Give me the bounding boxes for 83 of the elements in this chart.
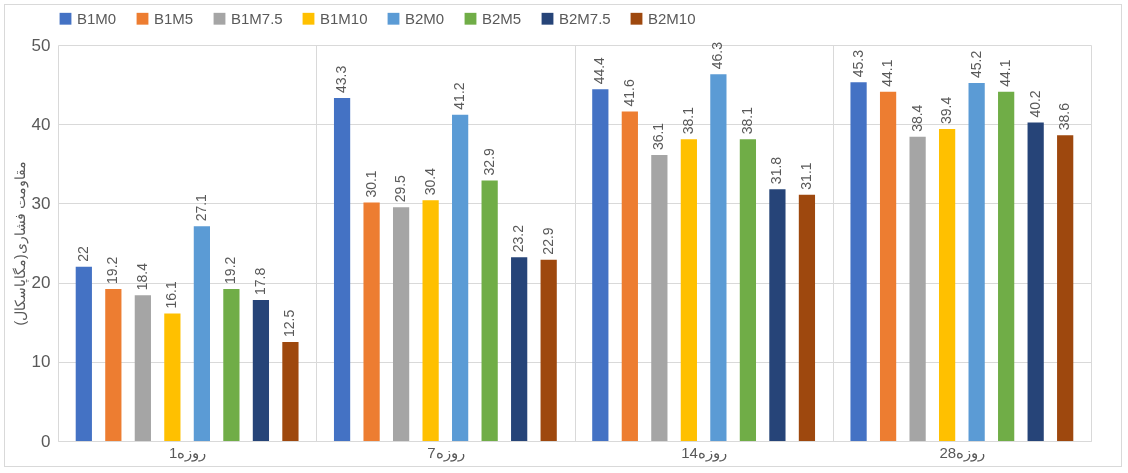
- bar: [769, 189, 786, 441]
- legend-label: B1M0: [77, 9, 117, 27]
- data-label: 22: [74, 245, 91, 262]
- bar: [592, 89, 609, 441]
- y-tick-label: 0: [41, 431, 51, 451]
- data-label: 31.8: [768, 156, 785, 185]
- legend-label: B1M5: [154, 9, 194, 27]
- bar: [282, 342, 299, 441]
- data-label: 36.1: [650, 122, 667, 151]
- data-label: 40.2: [1026, 90, 1043, 118]
- data-label: 39.4: [938, 96, 955, 124]
- data-label: 44.4: [591, 56, 608, 85]
- data-label: 16.1: [163, 281, 180, 309]
- bar: [998, 91, 1015, 441]
- bar: [193, 226, 210, 441]
- data-label: 30.4: [421, 167, 438, 196]
- legend-label: B2M5: [482, 9, 522, 27]
- data-label: 41.6: [620, 79, 637, 107]
- bar: [223, 288, 240, 441]
- bar: [680, 139, 697, 441]
- legend-label: B2M0: [405, 9, 445, 27]
- y-axis-title: مقاومت فشاری(مگاپاسکال): [11, 161, 29, 326]
- y-tick-label: 50: [31, 35, 51, 55]
- x-tick-label: 14روزه: [681, 443, 727, 462]
- data-label: 38.6: [1056, 102, 1073, 131]
- bar: [621, 111, 638, 441]
- bar: [511, 257, 528, 441]
- data-label: 38.1: [738, 106, 755, 135]
- data-label: 38.1: [679, 106, 696, 135]
- data-label: 44.1: [997, 59, 1014, 87]
- bar: [540, 259, 557, 441]
- data-label: 19.2: [104, 256, 121, 284]
- bar: [939, 128, 956, 441]
- data-label: 12.5: [281, 309, 298, 337]
- bar: [333, 98, 351, 441]
- x-tick-label: 28روزه: [939, 443, 986, 462]
- data-label: 32.9: [480, 147, 497, 176]
- bar: [909, 136, 926, 441]
- data-label: 38.4: [908, 104, 925, 132]
- bar: [392, 207, 410, 441]
- data-label: 45.3: [849, 49, 866, 78]
- x-tick-label: 7روزه: [427, 443, 465, 462]
- bar: [134, 295, 151, 441]
- data-label: 27.1: [192, 193, 209, 222]
- data-label: 30.1: [362, 170, 379, 198]
- bar: [1057, 135, 1074, 441]
- bar: [164, 313, 181, 441]
- bar: [651, 155, 668, 441]
- y-tick-label: 10: [31, 352, 51, 372]
- data-label: 43.3: [333, 65, 350, 94]
- bar: [710, 74, 727, 441]
- bar: [75, 266, 92, 441]
- bar: [850, 82, 867, 441]
- y-tick-label: 40: [31, 114, 51, 134]
- data-label: 44.1: [879, 59, 896, 87]
- data-label: 29.5: [392, 174, 409, 203]
- data-label: 23.2: [510, 224, 527, 253]
- bar: [363, 202, 380, 441]
- bar: [968, 83, 985, 441]
- bar: [798, 194, 816, 441]
- bar: [1027, 122, 1044, 441]
- data-label: 22.9: [539, 227, 556, 255]
- bar: [481, 180, 498, 441]
- data-label: 41.2: [451, 82, 468, 110]
- y-tick-label: 20: [31, 273, 51, 293]
- bar: [252, 300, 270, 441]
- x-tick-label: 1روزه: [168, 443, 207, 462]
- bar: [739, 139, 757, 441]
- legend-label: B2M10: [648, 9, 696, 27]
- data-label: 17.8: [251, 267, 268, 296]
- data-label: 18.4: [133, 262, 150, 291]
- data-label: 31.1: [797, 162, 814, 190]
- legend-label: B1M7.5: [231, 9, 283, 27]
- data-label: 45.2: [967, 50, 984, 79]
- legend-label: B1M10: [320, 9, 368, 27]
- data-label: 19.2: [222, 256, 239, 284]
- bar: [422, 200, 439, 441]
- data-label: 46.3: [709, 41, 726, 70]
- bar: [879, 91, 897, 441]
- bar: [105, 288, 122, 441]
- legend-label: B2M7.5: [559, 9, 611, 27]
- y-tick-label: 30: [31, 193, 51, 213]
- bar: [452, 114, 469, 441]
